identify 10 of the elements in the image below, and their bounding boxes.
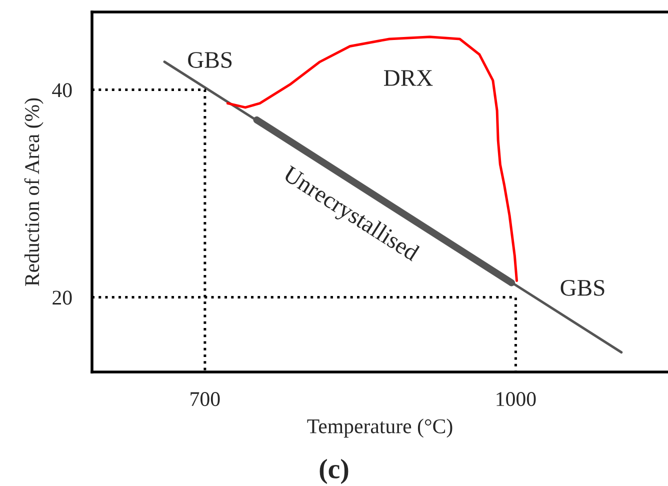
y-tick-label: 20 (52, 290, 72, 305)
x-tick-label: 700 (190, 392, 220, 406)
annotation: GBS (560, 280, 604, 296)
x-tick-label: 1000 (496, 392, 536, 406)
annotation: GBS (188, 52, 232, 68)
text: (c) (320, 458, 348, 484)
y-axis-title: Reduction of Area (%) (24, 98, 44, 286)
y-tick-label: 40 (52, 83, 72, 98)
x-axis-title: Temperature (°C) (307, 418, 452, 438)
annotation: DRX (384, 70, 433, 86)
